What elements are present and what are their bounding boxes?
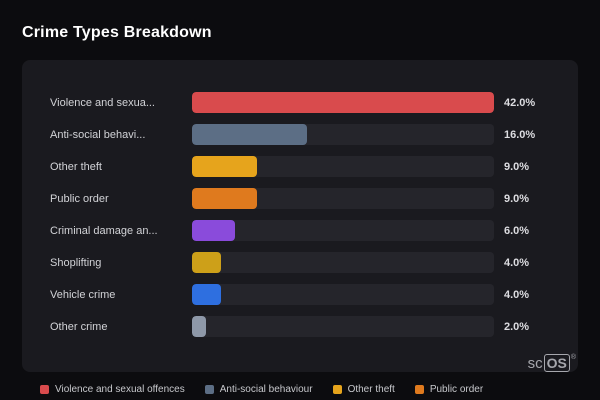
legend-item-antisocial[interactable]: Anti-social behaviour	[204, 384, 313, 395]
category-label: Violence and sexua...	[50, 96, 155, 109]
legend-item-other-theft[interactable]: Other theft	[332, 384, 395, 395]
value-label: 2.0%	[504, 320, 530, 333]
bar-fill	[192, 252, 221, 273]
legend-label: Public order	[429, 384, 484, 395]
bar-track	[192, 92, 494, 113]
value-label: 16.0%	[504, 128, 536, 141]
bar-row: Other theft 9.0%	[50, 156, 550, 177]
bar-track	[192, 124, 494, 145]
value-label: 9.0%	[504, 192, 530, 205]
registered-mark: ®	[570, 354, 576, 361]
legend-item-violence[interactable]: Violence and sexual offences	[40, 384, 185, 395]
category-label: Public order	[50, 192, 109, 205]
bar-fill	[192, 124, 308, 145]
logo-text-box: OS	[543, 354, 570, 372]
legend-label: Anti-social behaviour	[219, 384, 313, 395]
scos-logo: sc OS ®	[528, 354, 576, 372]
chart-legend: Violence and sexual offences Anti-social…	[40, 384, 483, 395]
bar-fill	[192, 92, 494, 113]
category-label: Shoplifting	[50, 256, 102, 269]
bar-row: Vehicle crime 4.0%	[50, 284, 550, 305]
bar-chart: Violence and sexua... 42.0% Anti-social …	[50, 92, 550, 337]
category-label: Other theft	[50, 160, 102, 173]
bar-fill	[192, 156, 257, 177]
bar-fill	[192, 284, 221, 305]
bar-fill	[192, 316, 207, 337]
bar-row: Public order 9.0%	[50, 188, 550, 209]
legend-swatch	[40, 385, 49, 394]
bar-row: Violence and sexua... 42.0%	[50, 92, 550, 113]
legend-swatch	[332, 385, 342, 394]
bar-fill	[192, 220, 236, 241]
bar-track	[192, 316, 494, 337]
bar-track	[192, 220, 494, 241]
logo-text-prefix: sc	[527, 355, 543, 372]
bar-track	[192, 284, 494, 305]
value-label: 4.0%	[504, 288, 530, 301]
category-label: Other crime	[50, 320, 108, 333]
value-label: 6.0%	[504, 224, 530, 237]
legend-label: Other theft	[347, 384, 395, 395]
bar-fill	[192, 188, 257, 209]
bar-track	[192, 156, 494, 177]
value-label: 9.0%	[504, 160, 530, 173]
bar-row: Criminal damage an... 6.0%	[50, 220, 550, 241]
page-title: Crime Types Breakdown	[22, 24, 212, 41]
category-label: Criminal damage an...	[50, 224, 158, 237]
category-label: Vehicle crime	[50, 288, 116, 301]
legend-item-public-order[interactable]: Public order	[414, 384, 484, 395]
category-label: Anti-social behavi...	[50, 128, 146, 141]
value-label: 4.0%	[504, 256, 530, 269]
bar-row: Other crime 2.0%	[50, 316, 550, 337]
bar-row: Shoplifting 4.0%	[50, 252, 550, 273]
value-label: 42.0%	[504, 96, 536, 109]
chart-card: Violence and sexua... 42.0% Anti-social …	[22, 60, 578, 372]
bar-track	[192, 188, 494, 209]
legend-swatch	[414, 385, 424, 394]
legend-swatch	[204, 385, 214, 394]
bar-row: Anti-social behavi... 16.0%	[50, 124, 550, 145]
bar-track	[192, 252, 494, 273]
legend-label: Violence and sexual offences	[55, 384, 185, 395]
